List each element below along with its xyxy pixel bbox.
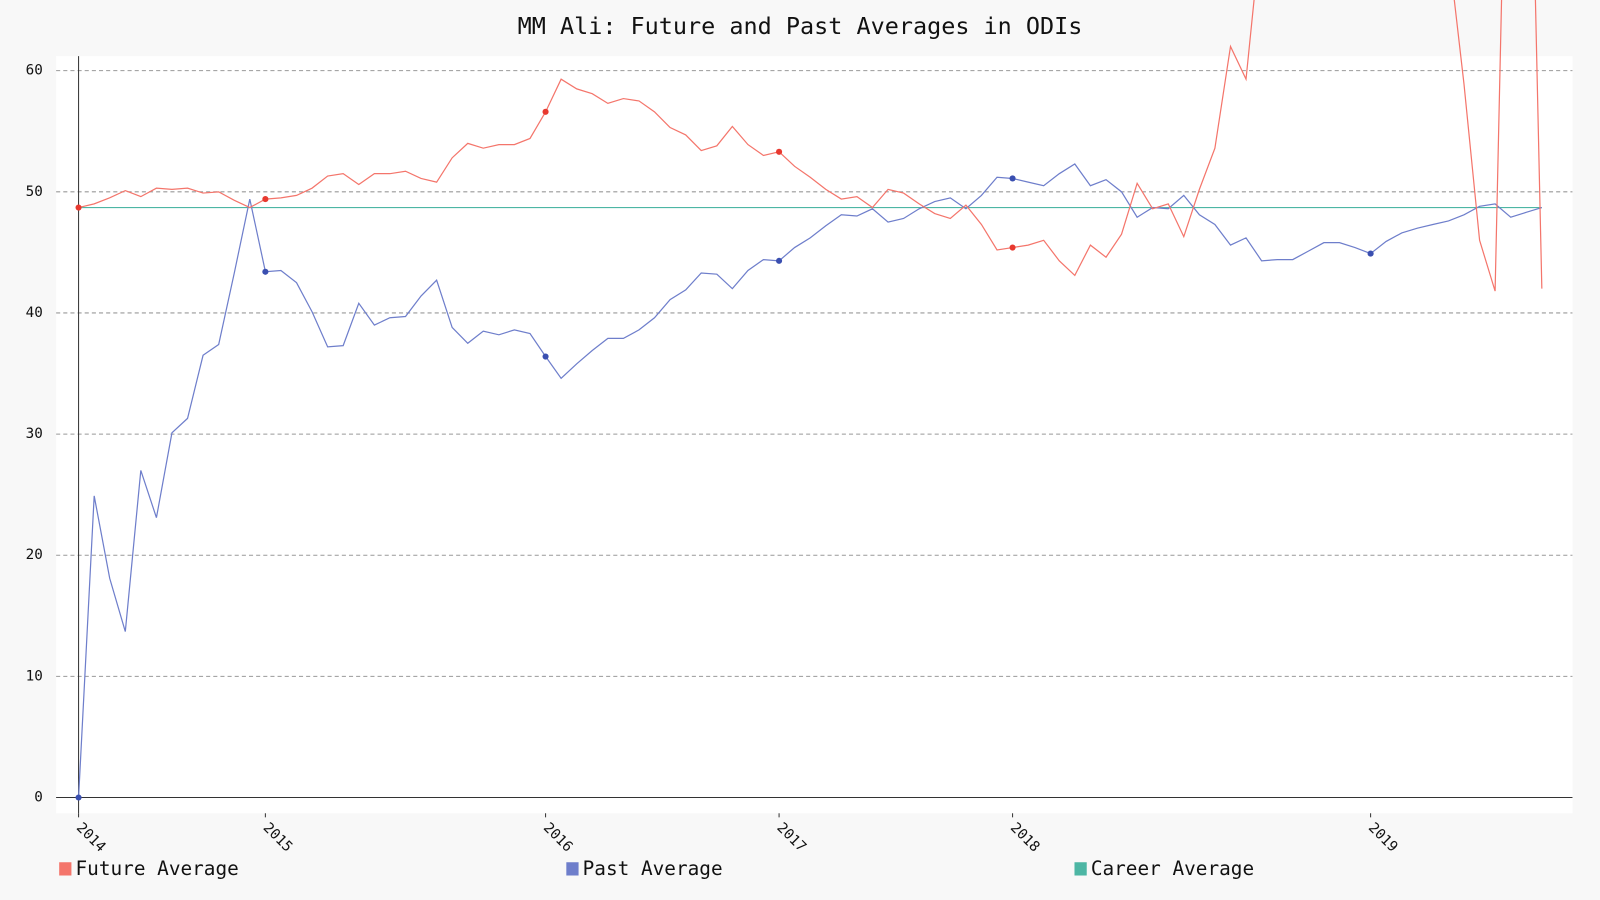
series-line (78, 0, 1543, 292)
marker (1009, 175, 1016, 182)
marker (262, 268, 269, 275)
legend-swatch (1074, 862, 1087, 876)
y-tick-label: 20 (26, 547, 43, 563)
y-tick-label: 30 (26, 426, 43, 442)
legend-label: Career Average (1091, 857, 1254, 880)
legend-swatch (59, 862, 72, 876)
series-line (77, 163, 1543, 798)
legend-label: Future Average (76, 857, 239, 880)
legend-swatch (566, 862, 579, 876)
plot-area (56, 56, 1573, 814)
marker (1367, 250, 1374, 257)
y-tick-label: 0 (34, 790, 43, 806)
marker (542, 353, 549, 360)
y-tick-label: 60 (26, 63, 43, 79)
marker (75, 794, 82, 801)
marker (776, 148, 783, 155)
y-tick-label: 40 (26, 305, 43, 321)
legend-label: Past Average (583, 857, 723, 880)
marker (1009, 244, 1016, 251)
chart-title: MM Ali: Future and Past Averages in ODIs (518, 12, 1083, 40)
marker (776, 257, 783, 264)
marker (75, 204, 82, 211)
y-tick-label: 10 (26, 668, 43, 684)
y-tick-label: 50 (26, 184, 43, 200)
marker (542, 108, 549, 115)
marker (262, 196, 269, 203)
